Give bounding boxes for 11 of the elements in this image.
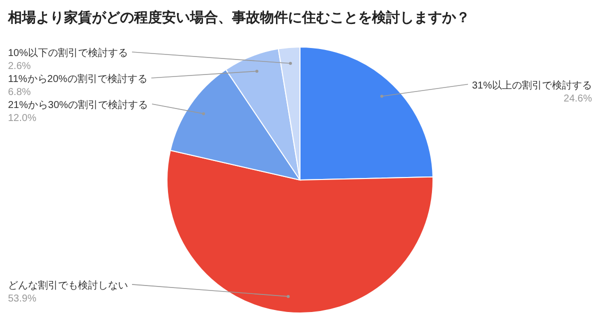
data-label: 2.6%	[8, 61, 31, 72]
slice-label: 11%から20%の割引で検討する	[8, 73, 148, 85]
data-label: 53.9%	[8, 293, 36, 304]
data-label: 6.8%	[8, 87, 31, 98]
slice-label: どんな割引でも検討しない	[8, 279, 128, 292]
data-label: 24.6%	[564, 93, 592, 104]
chart-title: 相場より家賃がどの程度安い場合、事故物件に住むことを検討しますか？	[7, 9, 470, 25]
slice-label: 10%以下の割引で検討する	[8, 47, 128, 59]
slice-label: 21%から30%の割引で検討する	[8, 99, 148, 111]
slice-label: 31%以上の割引で検討する	[472, 79, 592, 92]
data-label: 12.0%	[8, 113, 36, 124]
